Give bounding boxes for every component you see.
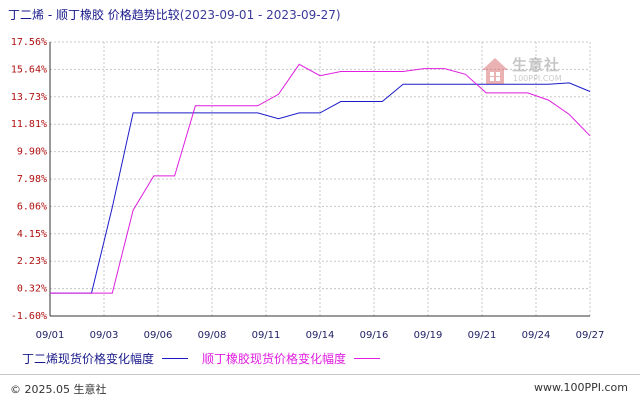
watermark-brand: 生意社 [512, 56, 561, 74]
chart-title-main: 丁二烯 - 顺丁橡胶 价格趋势比较 [8, 8, 180, 22]
house-logo-icon [482, 58, 508, 84]
y-tick-label: 15.64% [11, 64, 47, 75]
y-tick-label: -1.60% [11, 311, 47, 322]
y-tick-label: 0.32% [17, 284, 47, 295]
x-tick-label: 09/19 [414, 330, 443, 341]
x-tick-label: 09/01 [36, 330, 65, 341]
watermark: 生意社 100PPI.COM [480, 54, 572, 90]
chart-title: 丁二烯 - 顺丁橡胶 价格趋势比较(2023-09-01 - 2023-09-2… [8, 6, 341, 23]
x-tick-label: 09/11 [252, 330, 281, 341]
footer: © 2025.05 生意社 www.100PPI.com [0, 374, 640, 401]
y-tick-label: 7.98% [17, 174, 47, 185]
legend-swatch-series1 [162, 358, 189, 359]
legend-item-series2: 顺丁橡胶现货价格变化幅度 [202, 350, 381, 367]
legend: 丁二烯现货价格变化幅度 顺丁橡胶现货价格变化幅度 [22, 350, 394, 367]
series-line-1 [50, 82, 591, 294]
x-tick-label: 09/14 [306, 330, 335, 341]
x-tick-label: 09/21 [468, 330, 497, 341]
legend-swatch-series2 [354, 358, 381, 359]
legend-label-series2: 顺丁橡胶现货价格变化幅度 [202, 352, 347, 366]
x-tick-label: 09/27 [576, 330, 605, 341]
watermark-site: 100PPI.COM [513, 74, 562, 83]
y-tick-label: 17.56% [11, 37, 47, 48]
y-tick-label: 4.15% [17, 229, 47, 240]
footer-site-link[interactable]: www.100PPI.com [534, 381, 628, 394]
y-tick-label: 6.06% [17, 201, 47, 212]
x-tick-label: 09/24 [522, 330, 551, 341]
legend-item-series1: 丁二烯现货价格变化幅度 [22, 350, 189, 367]
y-tick-label: 11.81% [11, 119, 47, 130]
series-line-2 [50, 63, 591, 294]
x-tick-label: 09/06 [144, 330, 173, 341]
footer-copyright: © 2025.05 生意社 [10, 383, 107, 396]
y-tick-label: 13.73% [11, 92, 47, 103]
chart-date-range: (2023-09-01 - 2023-09-27) [179, 8, 341, 22]
y-tick-label: 9.90% [17, 147, 47, 158]
x-tick-label: 09/16 [360, 330, 389, 341]
x-tick-label: 09/08 [198, 330, 227, 341]
x-tick-label: 09/03 [90, 330, 119, 341]
legend-label-series1: 丁二烯现货价格变化幅度 [22, 352, 155, 366]
y-tick-label: 2.23% [17, 256, 47, 267]
